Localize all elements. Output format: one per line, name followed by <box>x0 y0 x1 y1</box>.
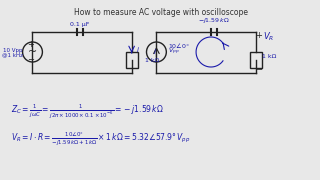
Text: +: + <box>27 39 34 48</box>
Text: i: i <box>137 47 139 53</box>
Text: 1 kΩ: 1 kΩ <box>145 57 159 62</box>
Text: 1 kΩ: 1 kΩ <box>262 53 277 59</box>
Text: $Z_C = \frac{1}{j\omega C} = \frac{1}{j2\pi \times 1000 \times 0.1 \times 10^{-6: $Z_C = \frac{1}{j\omega C} = \frac{1}{j2… <box>11 102 163 120</box>
Text: $10\angle 0°$: $10\angle 0°$ <box>168 40 190 50</box>
Text: +: + <box>255 30 262 39</box>
Text: ~: ~ <box>28 47 37 57</box>
Text: 0.1 μF: 0.1 μF <box>70 22 90 27</box>
Text: 10 Vpp: 10 Vpp <box>3 48 22 53</box>
Text: $V_{pp}$: $V_{pp}$ <box>168 47 180 57</box>
Text: −: − <box>27 55 34 64</box>
Text: @1 kHz: @1 kHz <box>2 53 23 57</box>
Text: −: − <box>255 66 262 75</box>
Text: $V_R$: $V_R$ <box>263 31 275 43</box>
Text: How to measure AC voltage with oscilloscope: How to measure AC voltage with oscillosc… <box>74 8 248 17</box>
Text: I: I <box>153 49 156 55</box>
Text: $V_R = I \cdot R = \frac{10\angle 0°}{-j1.59\,k\Omega + 1\,k\Omega} \times 1\,k\: $V_R = I \cdot R = \frac{10\angle 0°}{-j… <box>11 130 190 147</box>
Text: $-j1.59\,k\Omega$: $-j1.59\,k\Omega$ <box>198 16 230 25</box>
